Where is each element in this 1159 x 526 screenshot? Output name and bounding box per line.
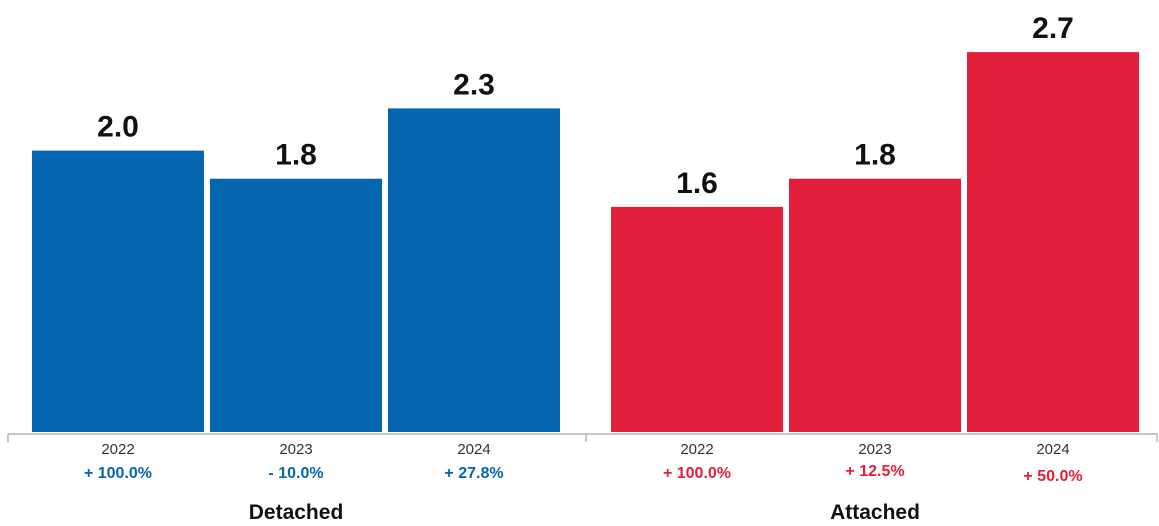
change-label: + 50.0% bbox=[1023, 468, 1082, 485]
year-tick-label: 2024 bbox=[457, 441, 490, 458]
x-axis bbox=[7, 433, 1158, 442]
bar-detached-2024 bbox=[388, 108, 560, 432]
change-label: + 12.5% bbox=[845, 463, 904, 480]
bar-value-label: 1.6 bbox=[676, 167, 718, 200]
bar-value-label: 2.0 bbox=[97, 111, 139, 144]
change-label: + 100.0% bbox=[84, 465, 152, 482]
group-label-detached: Detached bbox=[249, 501, 344, 524]
year-tick-label: 2022 bbox=[101, 441, 134, 458]
bar-value-label: 2.3 bbox=[453, 68, 495, 101]
bar-attached-2024 bbox=[967, 52, 1139, 433]
group-label-attached: Attached bbox=[830, 501, 920, 524]
change-label: - 10.0% bbox=[268, 465, 323, 482]
bar-attached-2023 bbox=[789, 178, 961, 432]
bar-detached-2022 bbox=[32, 150, 204, 432]
bar-value-label: 1.8 bbox=[275, 139, 317, 172]
change-label: + 27.8% bbox=[444, 465, 503, 482]
change-label: + 100.0% bbox=[663, 465, 731, 482]
bar-attached-2022 bbox=[611, 206, 783, 432]
year-tick-label: 2023 bbox=[858, 441, 891, 458]
labels-layer: 2.0 2022 + 100.0% 1.8 2023 - 10.0% 2.3 2024 + 27… bbox=[84, 12, 1083, 524]
year-tick-label: 2022 bbox=[680, 441, 713, 458]
bar-detached-2023 bbox=[210, 178, 382, 432]
bar-value-label: 1.8 bbox=[854, 139, 896, 172]
year-tick-label: 2023 bbox=[279, 441, 312, 458]
bar-value-label: 2.7 bbox=[1032, 12, 1074, 45]
bars-layer bbox=[32, 52, 1139, 433]
year-tick-label: 2024 bbox=[1036, 441, 1069, 458]
